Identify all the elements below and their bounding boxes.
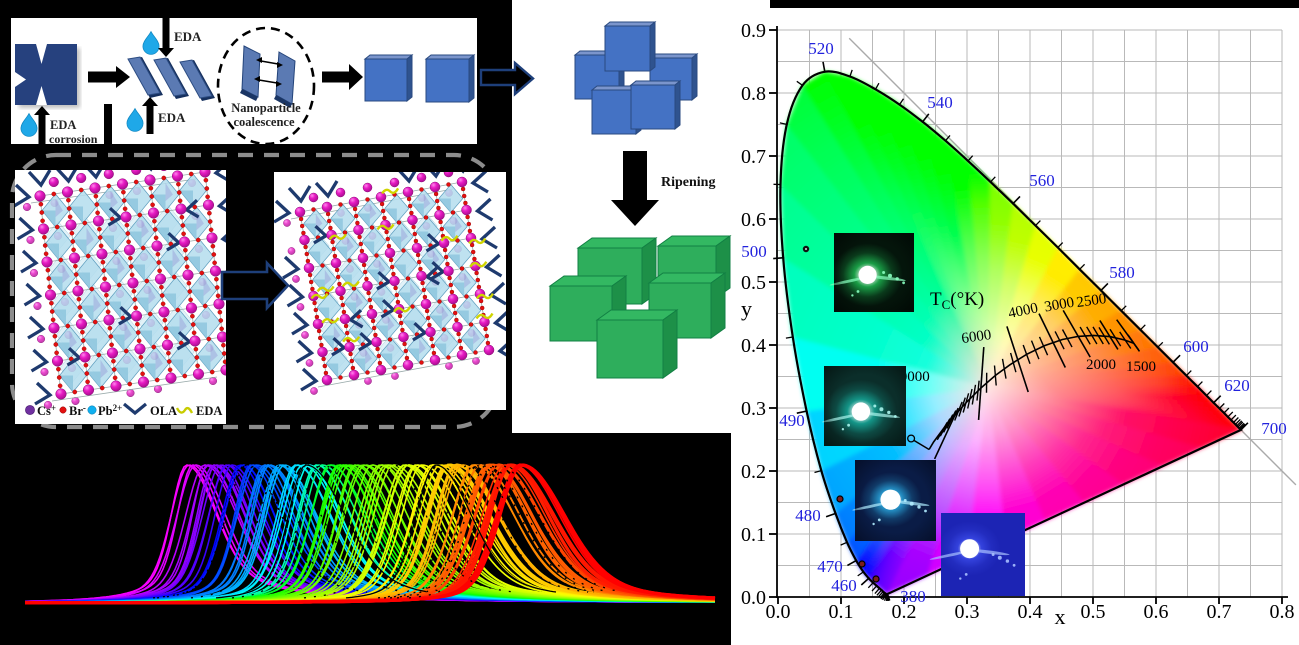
svg-text:380: 380 bbox=[900, 587, 926, 606]
svg-text:490: 490 bbox=[779, 411, 805, 430]
svg-text:0.2: 0.2 bbox=[892, 601, 917, 623]
svg-text:EDA: EDA bbox=[158, 110, 186, 125]
svg-text:700: 700 bbox=[1261, 419, 1287, 438]
svg-text:0.4: 0.4 bbox=[741, 335, 766, 357]
svg-text:460: 460 bbox=[831, 576, 857, 595]
svg-text:0.1: 0.1 bbox=[829, 601, 854, 623]
svg-text:580: 580 bbox=[1109, 263, 1135, 282]
svg-text:corrosion: corrosion bbox=[49, 132, 98, 146]
svg-text:560: 560 bbox=[1029, 171, 1055, 190]
svg-text:0.4: 0.4 bbox=[1018, 601, 1043, 623]
svg-text:0.8: 0.8 bbox=[1270, 601, 1295, 623]
svg-text:EDA: EDA bbox=[196, 404, 222, 418]
svg-text:0.3: 0.3 bbox=[741, 398, 766, 420]
svg-text:EDA: EDA bbox=[50, 118, 76, 132]
svg-text:0.3: 0.3 bbox=[955, 601, 980, 623]
svg-text:4000: 4000 bbox=[1007, 300, 1040, 322]
svg-text:6000: 6000 bbox=[960, 327, 992, 347]
svg-text:0.7: 0.7 bbox=[1207, 601, 1232, 623]
svg-text:0.5: 0.5 bbox=[1081, 601, 1106, 623]
svg-text:0.5: 0.5 bbox=[741, 272, 766, 294]
svg-text:OLA: OLA bbox=[150, 404, 177, 418]
svg-text:0.2: 0.2 bbox=[741, 461, 766, 483]
svg-text:0.7: 0.7 bbox=[741, 146, 766, 168]
svg-text:480: 480 bbox=[795, 506, 821, 525]
svg-text:Ripening: Ripening bbox=[661, 175, 715, 190]
svg-text:x: x bbox=[1055, 604, 1066, 629]
svg-text:coalescence: coalescence bbox=[233, 115, 295, 129]
svg-text:620: 620 bbox=[1224, 376, 1250, 395]
svg-text:2000: 2000 bbox=[1086, 357, 1116, 373]
svg-text:500: 500 bbox=[741, 242, 767, 261]
svg-text:0.8: 0.8 bbox=[741, 83, 766, 105]
svg-text:EDA: EDA bbox=[174, 29, 202, 44]
svg-text:Nanoparticle: Nanoparticle bbox=[231, 101, 301, 115]
svg-text:540: 540 bbox=[927, 93, 953, 112]
svg-text:y: y bbox=[741, 296, 752, 321]
svg-text:600: 600 bbox=[1183, 337, 1209, 356]
svg-text:2500: 2500 bbox=[1075, 291, 1107, 311]
svg-text:3000: 3000 bbox=[1043, 295, 1075, 316]
svg-text:520: 520 bbox=[808, 39, 834, 58]
svg-text:1500: 1500 bbox=[1126, 359, 1156, 375]
svg-text:0.6: 0.6 bbox=[1144, 601, 1169, 623]
svg-text:Br-: Br- bbox=[69, 403, 86, 418]
svg-text:0.0: 0.0 bbox=[741, 587, 766, 609]
svg-text:0.1: 0.1 bbox=[741, 524, 766, 546]
svg-text:0.0: 0.0 bbox=[766, 601, 791, 623]
svg-text:TC(°K): TC(°K) bbox=[930, 289, 984, 312]
svg-text:0.9: 0.9 bbox=[741, 20, 766, 42]
svg-text:0.6: 0.6 bbox=[741, 209, 766, 231]
svg-text:470: 470 bbox=[817, 557, 843, 576]
